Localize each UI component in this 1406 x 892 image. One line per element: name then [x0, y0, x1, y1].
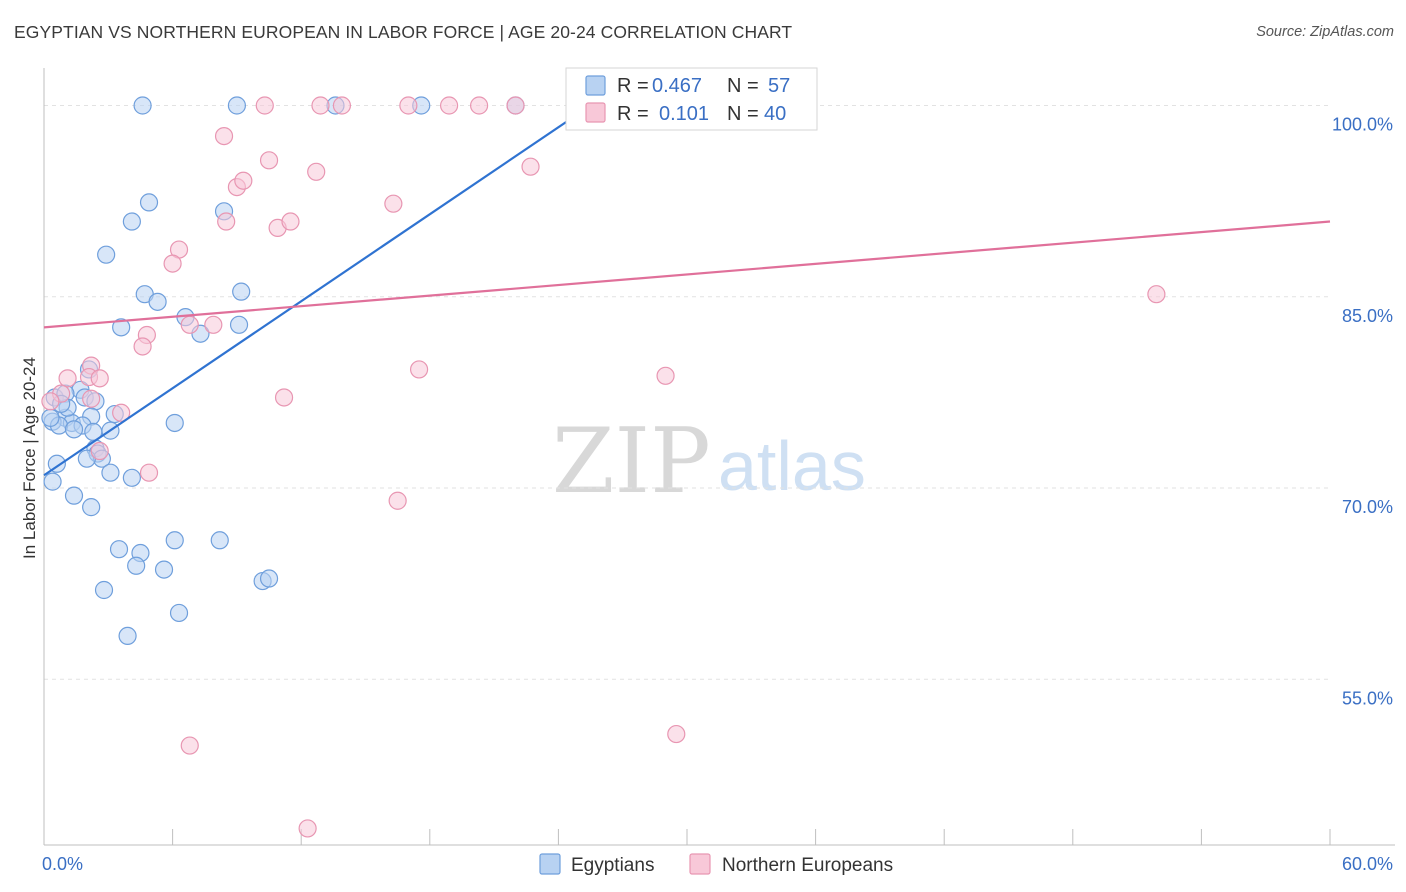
egyptians-point-46	[127, 556, 146, 575]
northern-europeans-point-8	[259, 151, 279, 170]
northern-europeans-point-29	[58, 369, 77, 388]
series-swatch-egyptians	[539, 853, 561, 875]
egyptians-point-47	[154, 560, 174, 579]
source-credit: Source: ZipAtlas.com	[1256, 24, 1394, 40]
series-label-northern-europeans: Northern Europeans	[722, 855, 893, 876]
egyptians-points	[41, 96, 525, 646]
y-tick-label-70: 70.0%	[1342, 497, 1393, 517]
x-tick-label-max: 60.0%	[1342, 854, 1393, 874]
northern-europeans-point-5	[469, 96, 489, 115]
watermark-zip: ZIP	[552, 409, 711, 514]
northern-europeans-point-33	[41, 392, 60, 411]
legend-r-value-egyptians: 0.467	[652, 75, 702, 97]
northern-europeans-point-40	[298, 819, 317, 838]
egyptians-point-14	[229, 315, 249, 334]
legend-n-label-northern-europeans: N =	[727, 103, 759, 125]
egyptians-point-11	[148, 292, 167, 311]
egyptians-point-36	[47, 454, 66, 473]
egyptians-point-1	[227, 96, 246, 115]
northern-europeans-point-0	[255, 96, 274, 115]
legend-r-value-northern-europeans: 0.101	[659, 103, 709, 125]
northern-europeans-point-31	[274, 388, 294, 407]
northern-europeans-point-2	[332, 96, 352, 115]
northern-europeans-point-36	[139, 463, 159, 482]
watermark-atlas: atlas	[718, 427, 866, 505]
egyptians-point-51	[169, 603, 189, 623]
northern-europeans-point-34	[112, 403, 131, 422]
northern-europeans-point-3	[399, 96, 418, 115]
northern-europeans-point-35	[90, 441, 109, 461]
legend-n-value-egyptians: 57	[768, 75, 790, 97]
northern-europeans-points	[41, 96, 1166, 838]
northern-europeans-point-9	[307, 162, 326, 181]
egyptians-point-13	[112, 318, 131, 337]
northern-europeans-point-32	[82, 389, 101, 408]
northern-europeans-point-39	[667, 724, 686, 744]
trend-lines	[43, 104, 1331, 477]
northern-europeans-point-10	[521, 157, 540, 176]
watermark: ZIP atlas	[552, 409, 866, 514]
x-tick-label-min: 0.0%	[42, 854, 83, 874]
northern-europeans-point-28	[90, 369, 109, 388]
egyptians-point-39	[43, 472, 62, 491]
y-tick-label-85: 85.0%	[1342, 306, 1393, 326]
egyptians-point-42	[165, 531, 184, 550]
chart-title: EGYPTIAN VS NORTHERN EUROPEAN IN LABOR F…	[14, 22, 793, 42]
y-tick-labels: 55.0% 70.0% 85.0% 100.0%	[1332, 115, 1393, 709]
egyptians-point-37	[101, 463, 120, 482]
egyptians-point-43	[210, 531, 229, 550]
northern-europeans-point-37	[388, 491, 407, 510]
legend-swatch-egyptians	[585, 75, 606, 96]
northern-europeans-point-1	[311, 96, 330, 115]
northern-europeans-point-38	[180, 736, 199, 755]
y-tick-label-55: 55.0%	[1342, 688, 1393, 708]
northern-europeans-point-6	[506, 96, 525, 115]
legend-swatch-northern-europeans	[585, 102, 606, 123]
northern-europeans-point-16	[217, 212, 236, 231]
northern-europeans-point-13	[384, 194, 403, 213]
egyptians-point-7	[122, 212, 141, 231]
correlation-legend: R = 0.467 N = 57 R = 0.101 N = 40	[565, 67, 818, 131]
northern-europeans-point-26	[656, 366, 675, 385]
northern-europeans-point-7	[214, 127, 234, 146]
y-tick-label-100: 100.0%	[1332, 115, 1393, 135]
egyptians-point-29	[64, 420, 84, 439]
egyptians-point-41	[82, 498, 101, 517]
egyptians-point-5	[139, 193, 159, 212]
northern-europeans-point-22	[133, 337, 152, 356]
northern-europeans-point-20	[204, 315, 223, 334]
egyptians-point-40	[64, 486, 84, 505]
legend-box	[565, 67, 818, 131]
northern-europeans-trend-line	[43, 220, 1331, 329]
northern-europeans-point-12	[234, 171, 253, 190]
egyptians-point-50	[94, 580, 114, 600]
egyptians-point-9	[232, 282, 251, 301]
series-swatch-northern-europeans	[689, 853, 711, 875]
northern-europeans-point-4	[439, 96, 459, 115]
egyptians-point-52	[118, 626, 137, 646]
egyptians-point-8	[97, 245, 116, 264]
series-legend: Egyptians Northern Europeans	[539, 853, 893, 876]
northern-europeans-point-23	[1147, 285, 1166, 304]
series-label-egyptians: Egyptians	[571, 855, 654, 876]
egyptians-point-49	[259, 569, 279, 588]
northern-europeans-point-19	[180, 315, 199, 334]
egyptians-point-30	[165, 413, 184, 433]
egyptians-point-0	[133, 96, 152, 115]
legend-n-value-northern-europeans: 40	[764, 103, 786, 125]
egyptians-point-44	[109, 540, 129, 559]
northern-europeans-point-25	[409, 360, 429, 379]
northern-europeans-point-15	[281, 212, 300, 231]
egyptians-point-38	[122, 468, 141, 487]
egyptians-point-56	[84, 422, 103, 441]
legend-r-label-egyptians: R =	[617, 75, 649, 97]
axes	[43, 68, 1395, 846]
northern-europeans-point-18	[163, 254, 182, 273]
y-axis-title: In Labor Force | Age 20-24	[20, 357, 39, 559]
legend-r-label-northern-europeans: R =	[617, 103, 649, 125]
egyptians-point-53	[41, 408, 60, 427]
egyptians-trend-line	[43, 104, 592, 477]
legend-n-label-egyptians: N =	[727, 75, 759, 97]
